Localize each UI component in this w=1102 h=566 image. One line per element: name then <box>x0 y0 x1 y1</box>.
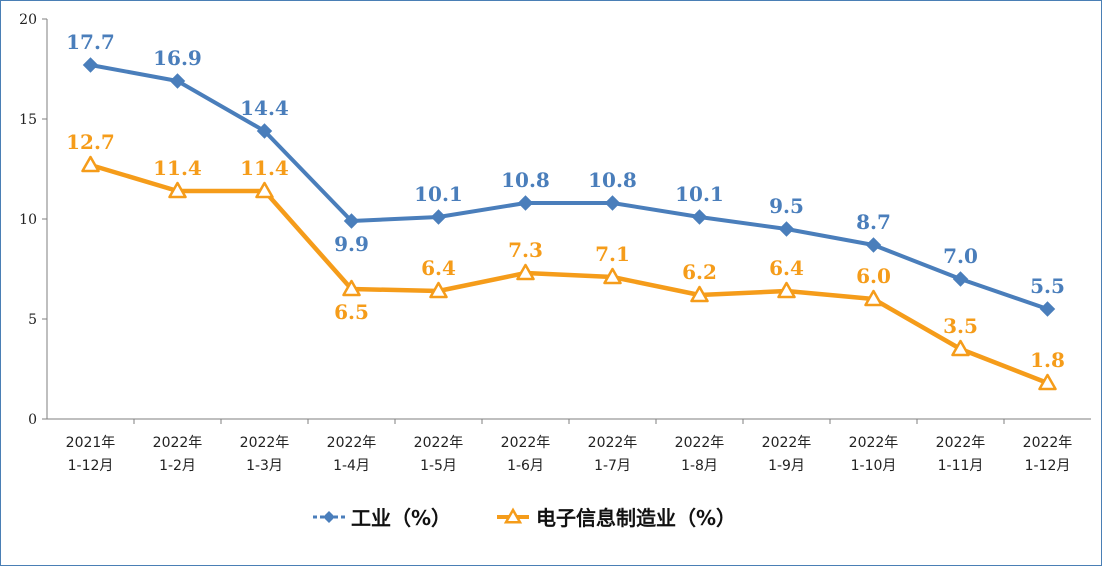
data-label: 5.5 <box>1030 274 1065 298</box>
diamond-marker <box>517 195 534 211</box>
triangle-marker <box>81 155 100 173</box>
x-tick-label: 1-7月 <box>594 458 631 474</box>
diamond-marker <box>343 213 360 229</box>
y-tick-label: 10 <box>19 212 37 228</box>
triangle-marker <box>951 339 970 357</box>
data-label: 17.7 <box>66 30 115 54</box>
data-label: 6.5 <box>334 300 369 324</box>
data-label: 6.0 <box>856 264 891 288</box>
x-tick-label: 2022年 <box>849 435 899 451</box>
data-label: 10.1 <box>675 182 724 206</box>
x-tick-label: 2022年 <box>327 435 377 451</box>
data-label: 11.4 <box>153 156 202 180</box>
data-label: 9.9 <box>334 232 369 256</box>
x-tick-label: 1-8月 <box>681 458 718 474</box>
legend-triangle-icon <box>503 507 523 524</box>
data-label: 7.0 <box>943 244 978 268</box>
triangle-marker <box>168 181 187 199</box>
triangle-marker <box>1038 373 1057 391</box>
diamond-marker <box>691 209 708 225</box>
triangle-marker <box>342 279 361 297</box>
diamond-marker <box>952 271 969 287</box>
diamond-marker <box>778 221 795 237</box>
data-label: 10.1 <box>414 182 463 206</box>
x-tick-label: 1-5月 <box>420 458 457 474</box>
x-tick-label: 2022年 <box>240 435 290 451</box>
x-tick-label: 2022年 <box>936 435 986 451</box>
data-label: 9.5 <box>769 194 804 218</box>
data-label: 14.4 <box>240 96 289 120</box>
triangle-marker <box>777 281 796 299</box>
data-label: 6.2 <box>682 260 717 284</box>
x-tick-label: 1-6月 <box>507 458 544 474</box>
data-label: 6.4 <box>769 256 804 280</box>
triangle-marker <box>690 285 709 303</box>
data-label: 10.8 <box>588 168 637 192</box>
diamond-marker <box>256 123 273 139</box>
x-tick-label: 2022年 <box>153 435 203 451</box>
y-tick-label: 0 <box>28 412 37 428</box>
triangle-marker <box>864 289 883 307</box>
data-label: 6.4 <box>421 256 456 280</box>
x-tick-label: 1-11月 <box>938 458 984 474</box>
x-tick-label: 1-4月 <box>333 458 370 474</box>
triangle-marker <box>429 281 448 299</box>
x-tick-label: 2022年 <box>675 435 725 451</box>
diamond-marker <box>430 209 447 225</box>
series-line-1 <box>88 63 1050 311</box>
data-label: 10.8 <box>501 168 550 192</box>
series-line-2 <box>88 162 1050 386</box>
x-tick-label: 2022年 <box>1023 435 1073 451</box>
y-tick-label: 15 <box>19 112 37 128</box>
x-tick-label: 2022年 <box>762 435 812 451</box>
legend-label-1: 工业（%） <box>351 506 451 530</box>
x-tick-label: 2022年 <box>588 435 638 451</box>
data-label: 7.1 <box>595 242 630 266</box>
y-tick-label: 20 <box>19 12 37 28</box>
diamond-marker <box>604 195 621 211</box>
legend-diamond-icon <box>323 511 335 523</box>
diamond-marker <box>865 237 882 253</box>
triangle-marker <box>255 181 274 199</box>
data-label: 3.5 <box>943 314 978 338</box>
x-tick-label: 1-9月 <box>768 458 805 474</box>
x-tick-label: 2022年 <box>414 435 464 451</box>
x-tick-label: 2022年 <box>501 435 551 451</box>
data-label: 1.8 <box>1030 348 1065 372</box>
data-label: 7.3 <box>508 238 543 262</box>
x-tick-label: 1-12月 <box>68 458 114 474</box>
diamond-marker <box>1039 301 1056 317</box>
data-label: 16.9 <box>153 46 202 70</box>
legend-label-2: 电子信息制造业（%） <box>536 506 736 530</box>
x-tick-label: 1-10月 <box>851 458 897 474</box>
x-tick-label: 1-2月 <box>159 458 196 474</box>
x-tick-label: 1-3月 <box>246 458 283 474</box>
diamond-marker <box>169 73 186 89</box>
x-tick-label: 2021年 <box>66 435 116 451</box>
x-tick-label: 1-12月 <box>1025 458 1071 474</box>
data-label: 12.7 <box>66 130 115 154</box>
diamond-marker <box>82 57 99 73</box>
triangle-marker <box>516 263 535 281</box>
y-tick-label: 5 <box>28 312 37 328</box>
triangle-marker <box>603 267 622 285</box>
data-label: 8.7 <box>856 210 891 234</box>
data-label: 11.4 <box>240 156 289 180</box>
